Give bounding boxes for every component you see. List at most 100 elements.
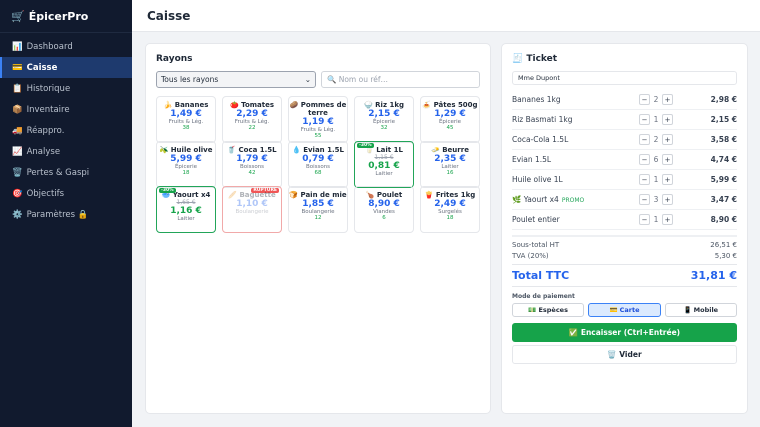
sidebar: 🛒 ÉpicerPro 📊 Dashboard 💳 Caisse 📋 Historique 📦…	[0, 0, 132, 427]
line-total: 3,58 €	[710, 135, 737, 144]
product-price: 2,15 €	[368, 109, 400, 119]
payment-mobile[interactable]: 📱 Mobile	[664, 303, 737, 317]
increment-button[interactable]: +	[662, 174, 673, 185]
product-category: Fruits & Lég.	[168, 119, 204, 125]
product-card[interactable]: 🍅 Tomates 2,29 € Fruits & Lég. 22	[222, 96, 282, 143]
product-category: Boulangerie	[235, 209, 269, 215]
product-card[interactable]: 🍌 Bananes 1,49 € Fruits & Lég. 38	[156, 96, 216, 143]
payment-modes: 💵 Espèces 💳 Carte 📱 Mobile	[512, 303, 737, 317]
product-card[interactable]: 🍟 Frites 1kg 2,49 € Surgelés 18	[420, 186, 480, 233]
product-card[interactable]: RUPTURE 🥖 Baguette 1,10 € Boulangerie	[222, 186, 282, 233]
sidebar-item-caisse[interactable]: 💳 Caisse	[0, 57, 132, 78]
line-label: 🌿 Yaourt x4	[512, 195, 559, 204]
payment-label: Carte	[619, 306, 640, 314]
sidebar-item-dashboard[interactable]: 📊 Dashboard	[0, 36, 132, 57]
product-category: Surgelés	[438, 209, 462, 215]
product-price: 1,85 €	[302, 199, 334, 209]
ticket-line: Riz Basmati 1kg −1 +2,15 €	[512, 110, 737, 130]
sidebar-item-r-appro-[interactable]: 🚚 Réappro.	[0, 120, 132, 141]
clear-button[interactable]: 🗑️ Vider	[512, 345, 737, 364]
increment-button[interactable]: +	[662, 154, 673, 165]
payment-carte[interactable]: 💳 Carte	[588, 303, 661, 317]
increment-button[interactable]: +	[662, 134, 673, 145]
product-label: Tomates	[241, 101, 275, 109]
product-price: 1,16 €	[170, 206, 202, 216]
decrement-button[interactable]: −	[639, 114, 650, 125]
product-category: Épicerie	[372, 119, 396, 125]
product-stock: 6	[382, 215, 386, 221]
sidebar-item-objectifs[interactable]: 🎯 Objectifs	[0, 183, 132, 204]
product-stock: 18	[446, 215, 454, 221]
checkout-button[interactable]: ✅ Encaisser (Ctrl+Entrée)	[512, 323, 737, 342]
line-name: Huile olive 1L	[512, 175, 639, 184]
product-card[interactable]: 🍗 Poulet 8,90 € Viandes 6	[354, 186, 414, 233]
sidebar-item-historique[interactable]: 📋 Historique	[0, 78, 132, 99]
line-label: Evian 1.5L	[512, 155, 552, 164]
increment-button[interactable]: +	[662, 194, 673, 205]
promo-tag: PROMO	[561, 197, 585, 204]
product-category: Épicerie	[438, 119, 462, 125]
nav-icon: 🗑️	[12, 167, 23, 178]
sidebar-item-label: Historique	[26, 83, 71, 94]
product-card[interactable]: -30% 🥛 Lait 1L 1,15 €0,81 € Laitier	[354, 141, 414, 188]
increment-button[interactable]: +	[662, 94, 673, 105]
nav-icon: 📊	[12, 41, 23, 52]
product-stock: 16	[446, 170, 454, 176]
ticket-title: Ticket	[526, 54, 558, 64]
ticket-line: Huile olive 1L −1 +5,99 €	[512, 170, 737, 190]
product-card[interactable]: 🥤 Coca 1.5L 1,79 € Boissons 42	[222, 141, 282, 188]
sidebar-item-analyse[interactable]: 📈 Analyse	[0, 141, 132, 162]
line-name: Evian 1.5L	[512, 155, 639, 164]
quantity-value: 1	[653, 175, 659, 184]
product-name: 🍟 Frites 1kg	[421, 191, 479, 199]
line-total: 2,98 €	[710, 95, 737, 104]
product-label: Yaourt x4	[172, 191, 211, 199]
product-card[interactable]: -30% 🥣 Yaourt x4 1,65 €1,16 € Laitier	[156, 186, 216, 233]
quantity-stepper: −2 +	[639, 134, 697, 145]
product-category: Boissons	[305, 164, 331, 170]
ticket-line: Coca-Cola 1.5L −2 + 3,58 €	[512, 130, 737, 150]
line-total: 8,90 €	[710, 215, 737, 224]
product-card[interactable]: 🍝 Pâtes 500g 1,29 € Épicerie 45	[420, 96, 480, 143]
nav-icon: 🎯	[12, 188, 23, 199]
search-input[interactable]: 🔍 Nom ou réf…	[321, 71, 480, 88]
out-of-stock-badge: RUPTURE	[251, 188, 279, 193]
product-card[interactable]: 🥔 Pommes de terre 1,19 € Fruits & Lég. 55	[288, 96, 348, 143]
line-name: Coca-Cola 1.5L	[512, 135, 639, 144]
payment-espces[interactable]: 💵 Espèces	[512, 303, 585, 317]
increment-button[interactable]: +	[662, 114, 673, 125]
product-name: 🍗 Poulet	[355, 191, 413, 199]
decrement-button[interactable]: −	[639, 194, 650, 205]
cart-icon: 🛒	[11, 9, 25, 23]
rayon-select[interactable]: Tous les rayons ⌄	[156, 71, 316, 88]
product-price: 0,81 €	[368, 161, 400, 171]
decrement-button[interactable]: −	[639, 154, 650, 165]
product-name: 🥖 Baguette	[223, 191, 281, 199]
sidebar-item-inventaire[interactable]: 📦 Inventaire	[0, 99, 132, 120]
line-name: 🌿 Yaourt x4 PROMO	[512, 195, 639, 204]
product-stock: 18	[182, 170, 190, 176]
product-grid: 🍌 Bananes 1,49 € Fruits & Lég. 38 🍅 Tomates 2…	[156, 96, 480, 233]
decrement-button[interactable]: −	[639, 94, 650, 105]
product-label: Pain de mie	[300, 191, 347, 199]
quantity-stepper: −1 +	[639, 114, 697, 125]
client-input[interactable]: Mme Dupont	[512, 71, 737, 85]
sidebar-item-pertes-gaspi[interactable]: 🗑️ Pertes & Gaspi	[0, 162, 132, 183]
product-name: 🥣 Yaourt x4	[157, 191, 215, 199]
decrement-button[interactable]: −	[639, 134, 650, 145]
sidebar-item-param-tres-[interactable]: ⚙️ Paramètres 🔒	[0, 204, 132, 225]
product-card[interactable]: 🍞 Pain de mie 1,85 € Boulangerie 12	[288, 186, 348, 233]
product-card[interactable]: 🧈 Beurre 2,35 € Laitier 16	[420, 141, 480, 188]
product-label: Beurre	[442, 146, 469, 154]
increment-button[interactable]: +	[662, 214, 673, 225]
product-card[interactable]: 🍚 Riz 1kg 2,15 € Épicerie 32	[354, 96, 414, 143]
sidebar-item-label: Analyse	[26, 146, 61, 157]
ticket-line: Poulet entier −1 +8,90 €	[512, 210, 737, 230]
product-card[interactable]: 🫒 Huile olive 5,99 € Épicerie 18	[156, 141, 216, 188]
product-label: Riz 1kg	[375, 101, 404, 109]
line-label: Coca-Cola 1.5L	[512, 135, 569, 144]
tva-value: 5,30 €	[714, 252, 737, 260]
decrement-button[interactable]: −	[639, 174, 650, 185]
decrement-button[interactable]: −	[639, 214, 650, 225]
product-card[interactable]: 💧 Evian 1.5L 0,79 € Boissons 68	[288, 141, 348, 188]
